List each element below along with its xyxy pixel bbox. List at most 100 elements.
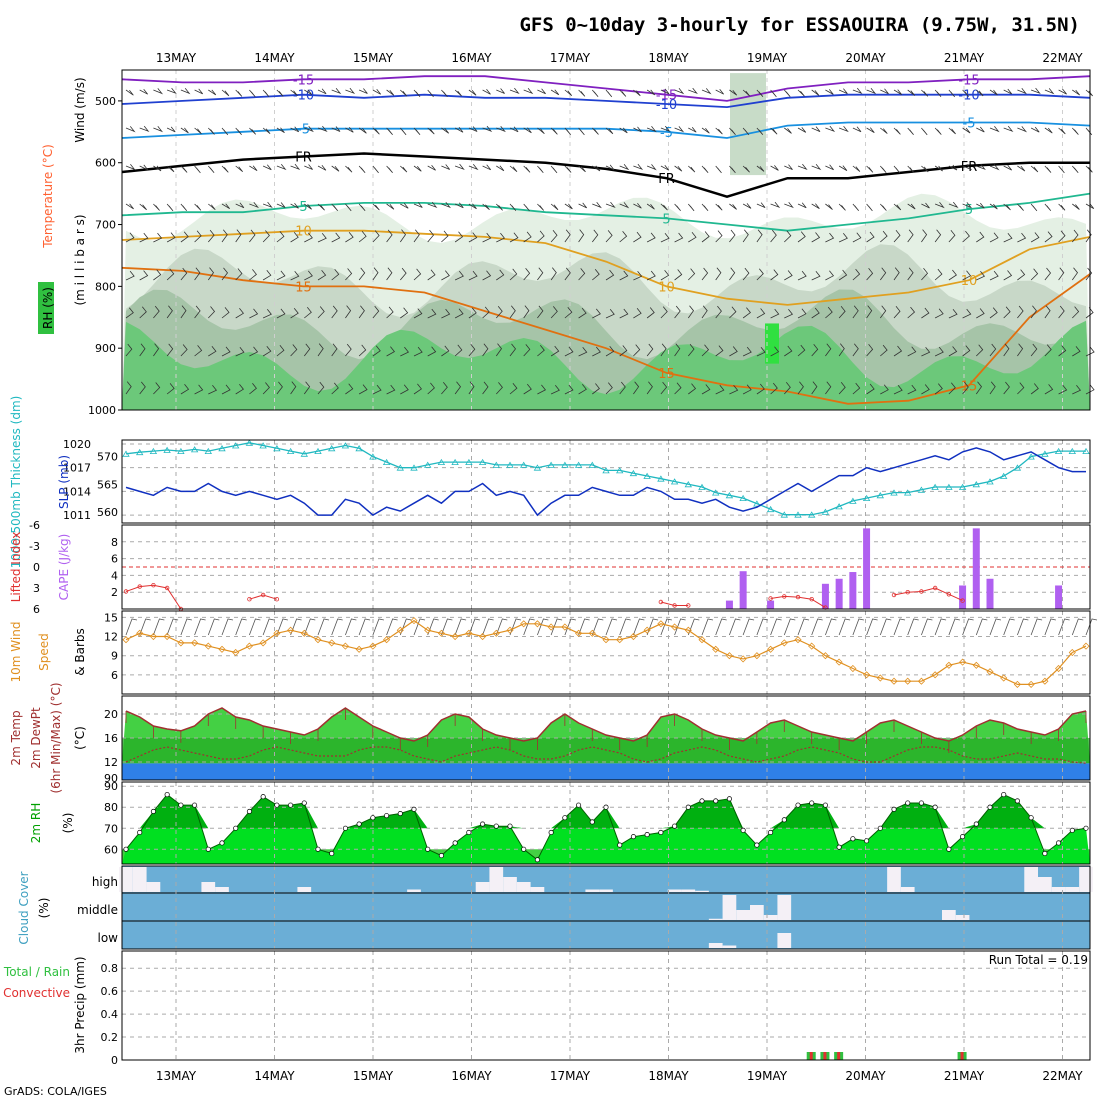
rh2m-point xyxy=(603,804,609,810)
wind-barb xyxy=(921,165,929,173)
wind-barb xyxy=(1044,231,1053,243)
footer-credit: GrADS: COLA/IGES xyxy=(4,1085,107,1098)
rh2m-point xyxy=(123,846,129,852)
wind-barb xyxy=(249,165,258,172)
wind-barb xyxy=(1017,382,1025,395)
rh2m-point xyxy=(672,823,678,829)
rh2m-point xyxy=(411,806,417,812)
wind-barb xyxy=(852,343,859,357)
contour-label: -5 xyxy=(660,126,673,141)
cloud-block xyxy=(585,889,600,892)
wind10-barb xyxy=(866,618,878,636)
convective-bar xyxy=(809,1052,813,1060)
wind-barb xyxy=(729,127,736,135)
wind-barb xyxy=(578,307,587,319)
wind-barb xyxy=(386,346,396,357)
wind-barb xyxy=(495,343,502,357)
wind10-point xyxy=(259,639,267,647)
wind-barb xyxy=(276,231,285,243)
wind-barb xyxy=(976,89,984,97)
wind-barb xyxy=(358,88,368,94)
wind-barb xyxy=(386,267,393,281)
wind-barb xyxy=(372,127,380,135)
thickness-point xyxy=(670,478,679,485)
panel-frame xyxy=(121,781,1091,865)
wind-barb xyxy=(441,127,450,134)
thickness-point xyxy=(931,483,939,490)
temperature-contour xyxy=(121,192,1091,232)
wind-barb xyxy=(646,126,657,133)
wind-barb xyxy=(770,165,779,171)
wind-barb xyxy=(386,306,394,319)
wind-barb xyxy=(345,165,353,173)
wind-barb xyxy=(1085,346,1095,357)
wind-barb xyxy=(427,229,435,243)
wind-barb xyxy=(496,203,503,211)
wind-barb xyxy=(290,344,298,357)
wind-barb xyxy=(564,127,572,136)
cloud-block xyxy=(599,889,613,892)
wind-barb xyxy=(1030,232,1040,243)
ylabel-lifted-index: Lifted Index xyxy=(9,532,23,603)
wind-barb xyxy=(372,345,381,357)
wind10-point xyxy=(191,639,199,647)
wind10-barb xyxy=(893,618,906,636)
wind-barb xyxy=(386,127,393,135)
rh2m-point xyxy=(274,802,280,808)
thickness-point xyxy=(410,464,418,471)
wind-barb xyxy=(454,163,465,170)
wind-barb xyxy=(729,306,737,319)
wind10-point xyxy=(917,677,925,685)
wind10-barb xyxy=(468,618,480,636)
wind-barb xyxy=(934,346,944,357)
wind-barb xyxy=(976,308,985,319)
precip-tick: 0.2 xyxy=(101,1031,119,1044)
wind10-barb xyxy=(619,618,631,636)
wind-barb xyxy=(756,308,766,319)
wind-barb xyxy=(509,232,519,243)
wind10-point xyxy=(767,645,775,653)
cloud-block xyxy=(763,915,778,920)
wind-barb xyxy=(1058,230,1066,243)
wind-barb xyxy=(838,165,848,171)
thickness-point xyxy=(149,447,158,454)
wind10-point xyxy=(1013,680,1021,688)
wind10-point xyxy=(931,671,939,679)
wind-barb xyxy=(948,164,958,171)
wind-barb xyxy=(825,306,833,319)
wind10-barb xyxy=(674,618,686,636)
thickness-point xyxy=(492,461,501,468)
slp-tick: 1011 xyxy=(63,509,91,522)
wind-barb xyxy=(989,381,996,395)
wind10-barb xyxy=(441,618,453,636)
date-label-bottom: 20MAY xyxy=(845,1069,886,1083)
wind-barb xyxy=(166,126,176,133)
wind-barb xyxy=(715,88,725,95)
wind-barb xyxy=(852,165,861,172)
wind-barb xyxy=(962,202,973,209)
rh2m-point xyxy=(246,808,252,814)
thickness-point xyxy=(821,508,830,515)
wind-barb xyxy=(811,163,822,171)
wind-barb xyxy=(276,163,287,171)
rh2m-point xyxy=(946,846,952,852)
wind-barb xyxy=(180,267,188,281)
wind-barb xyxy=(276,270,286,281)
thickness-tick: 560 xyxy=(97,506,118,519)
wind-barb xyxy=(619,345,628,357)
wind-barb xyxy=(153,165,162,172)
thickness-point xyxy=(382,458,391,465)
wind-barb xyxy=(221,165,229,173)
cloud-block xyxy=(722,895,737,920)
wind-barb xyxy=(358,231,367,243)
wind10-barb xyxy=(975,618,988,636)
cloud-block xyxy=(667,889,682,892)
wind10-point xyxy=(616,636,624,644)
rh2m-point xyxy=(301,800,307,806)
wind-barb xyxy=(345,343,352,357)
wind-barb xyxy=(235,383,244,395)
date-label-bottom: 21MAY xyxy=(944,1069,985,1083)
wind10-barb xyxy=(537,618,549,636)
rh2m-point xyxy=(918,800,924,806)
rh2m-point xyxy=(370,815,376,821)
